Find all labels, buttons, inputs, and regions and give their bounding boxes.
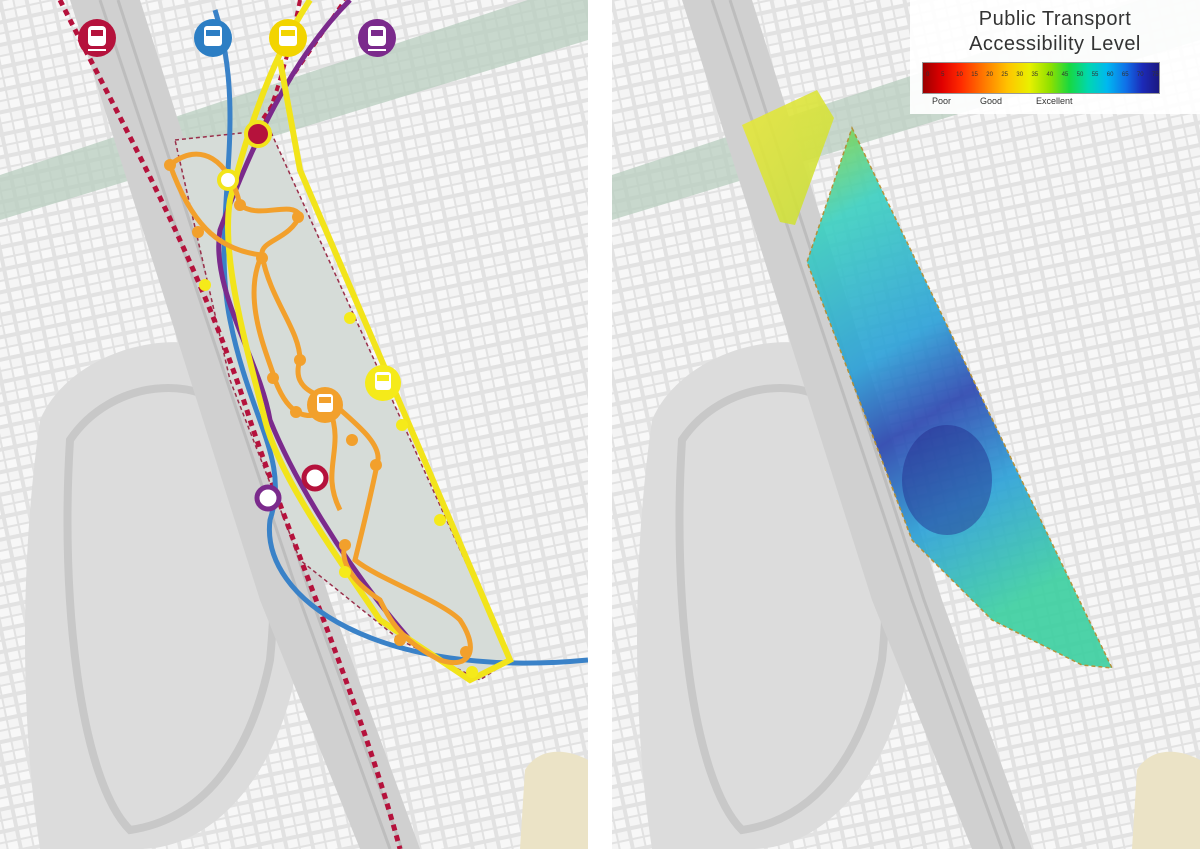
legend-tick-label: 15: [971, 72, 978, 78]
legend-tick-label: 0: [926, 72, 930, 78]
legend-color-bar: [922, 62, 1160, 94]
transport-network-map: [0, 0, 588, 849]
accessibility-legend: Public Transport Accessibility Level 0 5 1…: [910, 0, 1200, 114]
rail-station: [244, 120, 272, 148]
yellow-stops: [199, 279, 478, 678]
orange-stops: [164, 159, 472, 658]
rail-station-2: [301, 464, 329, 492]
legend-label-excellent: Excellent: [1036, 96, 1073, 106]
legend-tick-label: 50: [1076, 72, 1084, 78]
legend-title-line1: Public Transport: [978, 8, 1132, 30]
accessibility-heatmap: Public Transport Accessibility Level 0 5 1…: [612, 0, 1200, 849]
legend-tick-label: 10: [956, 72, 963, 78]
legend-label-poor: Poor: [932, 96, 952, 106]
legend-label-good: Good: [980, 96, 1003, 106]
legend-tick-label: 40: [1046, 72, 1054, 78]
north-heat-zone: [742, 90, 834, 225]
rail-route: [57, 0, 403, 849]
transport-network-svg: [0, 0, 588, 849]
bus-icon: [307, 387, 343, 423]
blue-bus-route: [212, 9, 588, 666]
beige-area: [520, 751, 588, 849]
legend-tick-label: 75: [1152, 72, 1159, 78]
legend-tick-label: 30: [1016, 72, 1024, 78]
bus-icon: [365, 365, 401, 401]
site-heat-zone: [806, 126, 1114, 669]
heatmap-svg: [612, 0, 1200, 849]
legend-tick-label: 60: [1106, 72, 1114, 78]
tram-icon: [358, 19, 396, 57]
bus-icon: [194, 19, 232, 57]
legend-tick-label: 25: [1001, 72, 1009, 78]
interchange-station: [254, 484, 282, 512]
legend-tick-label: 65: [1121, 72, 1129, 78]
purple-route: [216, 0, 412, 642]
legend-tick-label: 35: [1031, 72, 1039, 78]
legend-tick-label: 45: [1061, 72, 1069, 78]
yellow-route: [225, 0, 514, 684]
legend-tick-label: 20: [986, 72, 993, 78]
bus-stop-white: [217, 169, 239, 191]
tram-icon: [78, 19, 116, 57]
legend-tick-label: 5: [941, 72, 945, 78]
legend-tick-label: 70: [1136, 72, 1144, 78]
bus-icon: [269, 19, 307, 57]
legend-title-line2: Accessibility Level: [969, 33, 1141, 55]
legend-tick-label: 55: [1091, 72, 1099, 78]
internal-bus-loop: [168, 151, 473, 666]
